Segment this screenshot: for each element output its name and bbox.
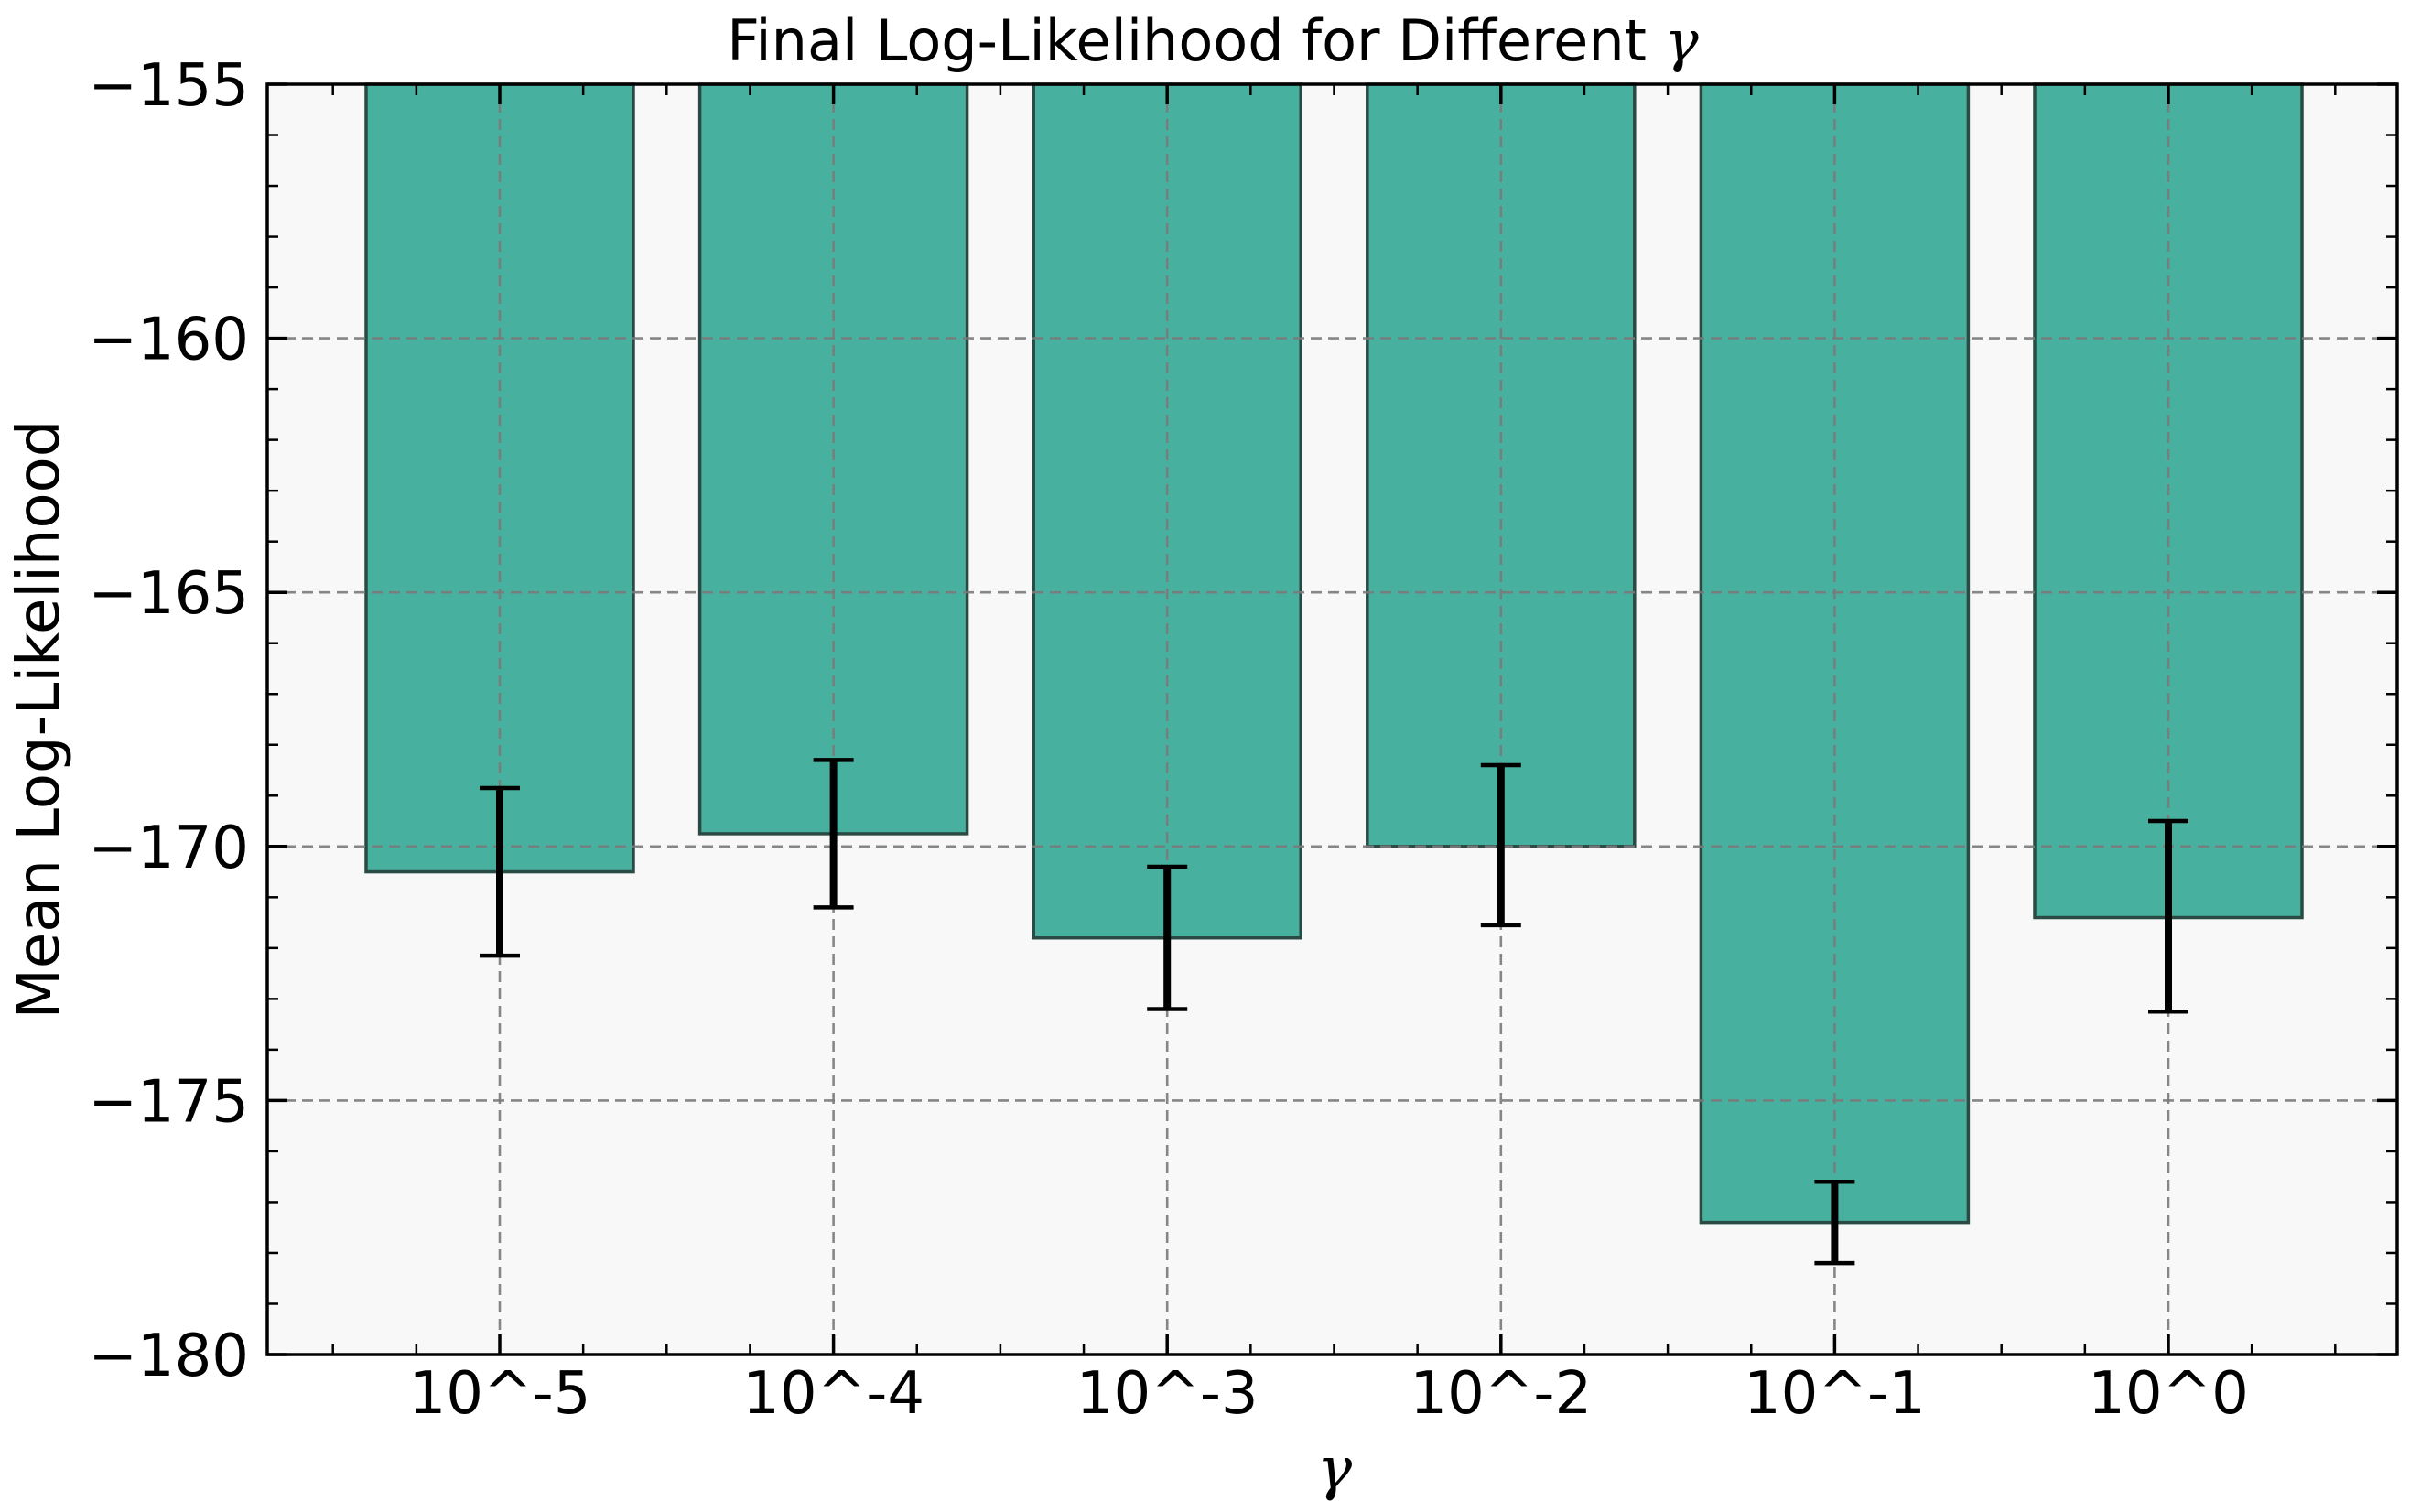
- y-tick-label-3: −165: [88, 560, 249, 628]
- tick-labels-layer: −155 −160 −165 −170 −175 −180 10^-5 10^-4 10^-3 1…: [88, 52, 2249, 1428]
- y-tick-label-2: −160: [88, 307, 249, 374]
- x-axis-label: γ: [1317, 1435, 1353, 1503]
- x-tick-label-6: 10^0: [2088, 1360, 2249, 1428]
- grid-layer: [267, 84, 2397, 1355]
- bars-layer: [364, 82, 2304, 1225]
- y-tick-label-1: −155: [88, 52, 249, 120]
- y-tick-label-5: −175: [88, 1068, 249, 1136]
- chart-title: Final Log-Likelihood for Different γ: [727, 7, 1699, 74]
- y-tick-label-4: −170: [88, 815, 249, 882]
- plot-frame: [265, 82, 2399, 1356]
- bar-5: [1699, 82, 1971, 1225]
- x-tick-label-4: 10^-2: [1410, 1360, 1592, 1428]
- error-bars-layer: [480, 758, 2188, 1266]
- y-tick-label-6: −180: [88, 1323, 249, 1390]
- x-tick-label-5: 10^-1: [1744, 1360, 1926, 1428]
- ticks-layer: [267, 82, 2397, 1356]
- x-tick-label-1: 10^-5: [409, 1360, 591, 1428]
- y-axis-label: Mean Log-Likelihood: [5, 420, 73, 1020]
- x-tick-label-3: 10^-3: [1076, 1360, 1259, 1428]
- x-tick-label-2: 10^-4: [742, 1360, 924, 1428]
